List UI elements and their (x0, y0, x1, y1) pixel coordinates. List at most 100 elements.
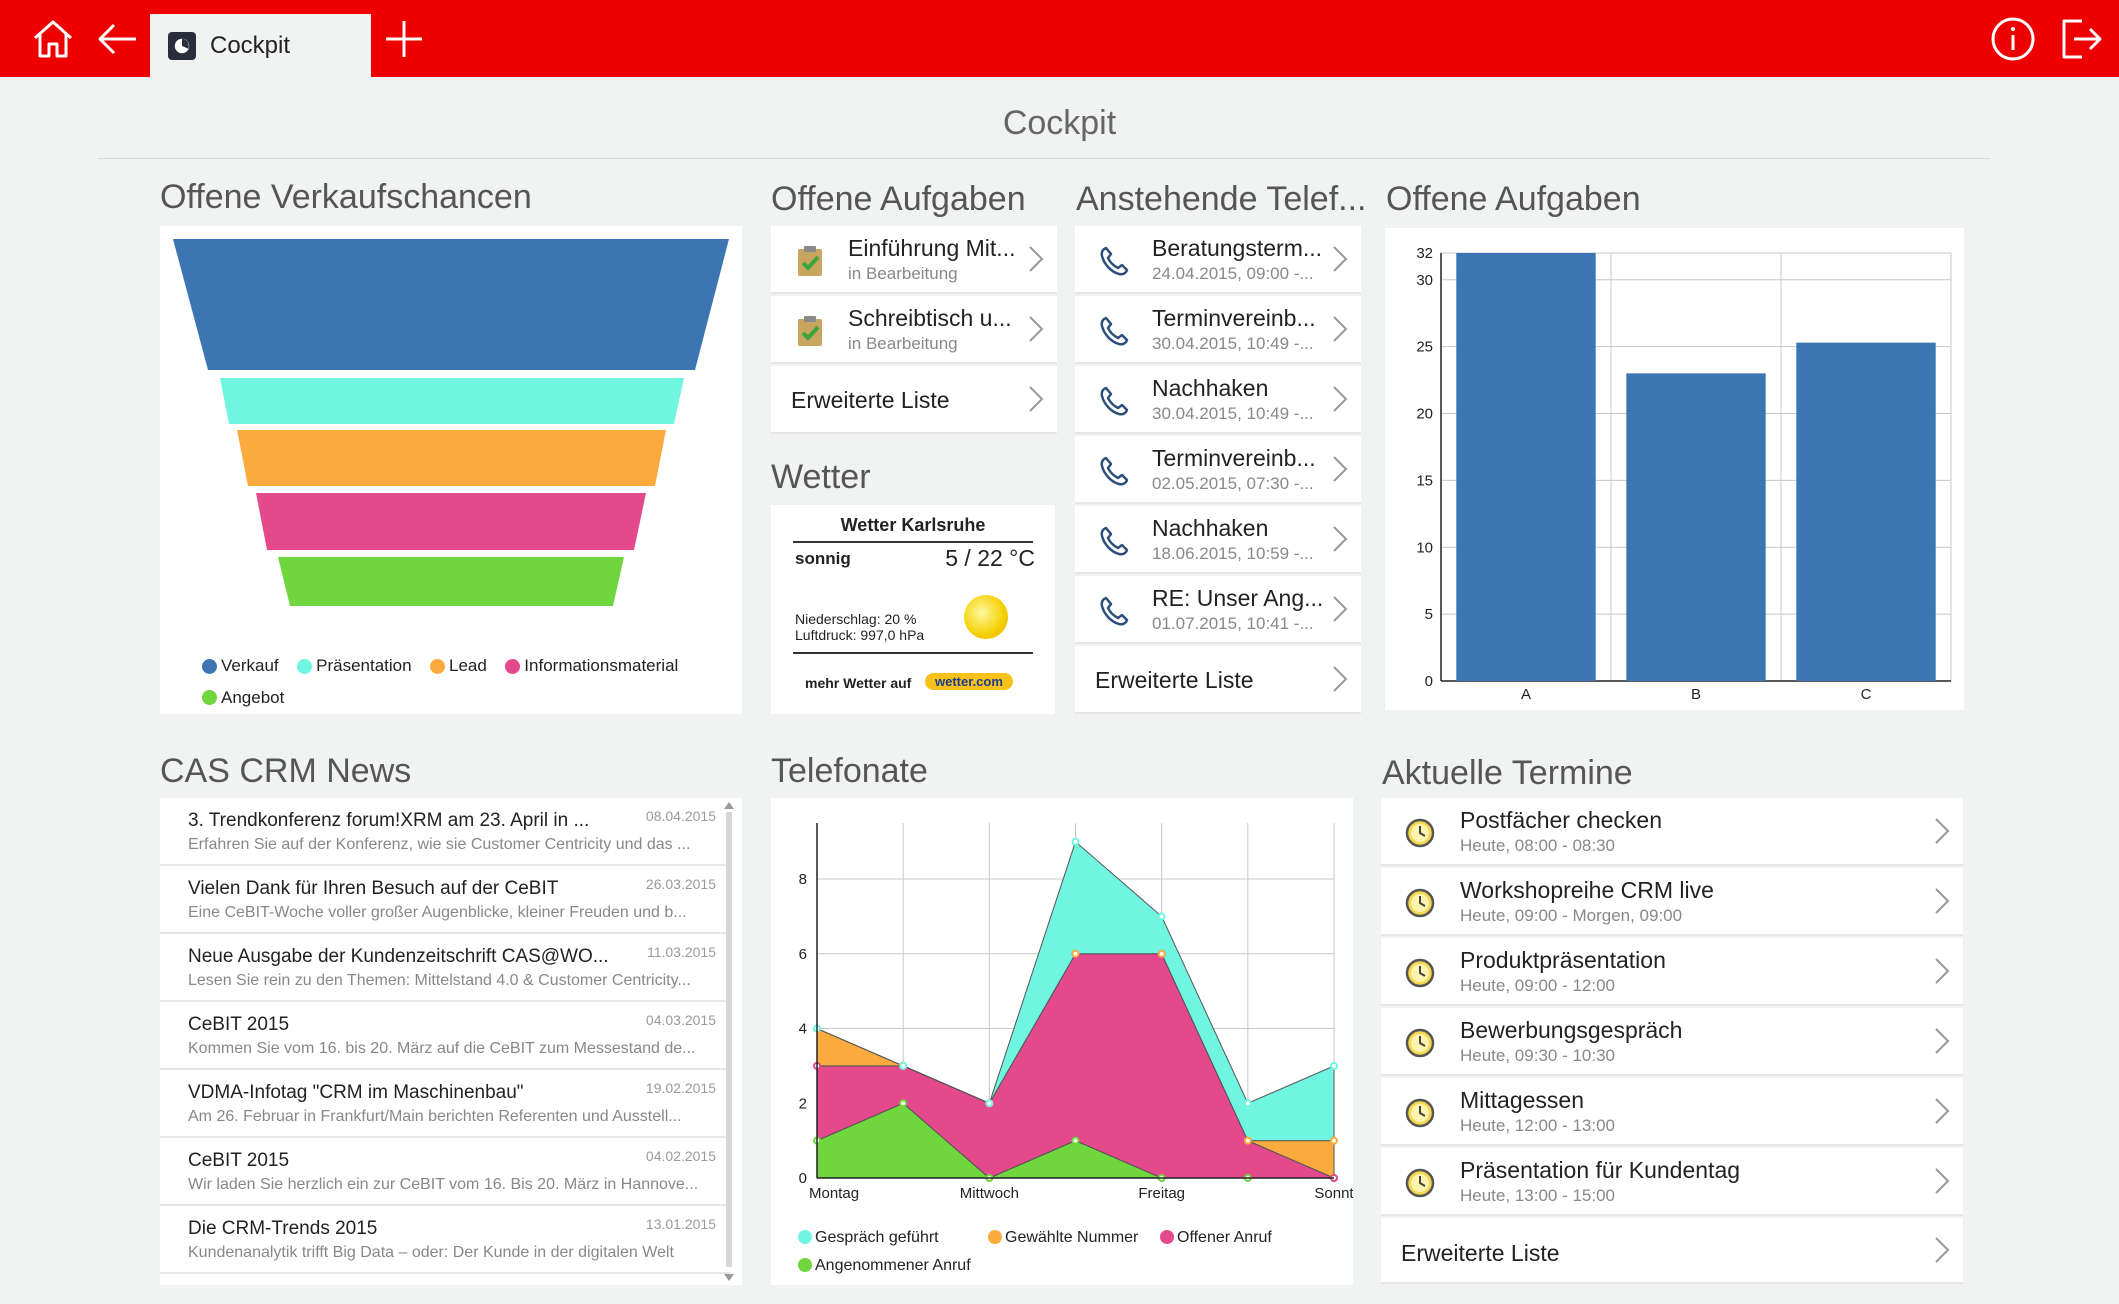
legend-dot (1160, 1230, 1174, 1244)
news-item[interactable]: CeBIT 2015 04.02.2015 Wir laden Sie herzli… (160, 1138, 730, 1206)
chevron-right-icon (1933, 1235, 1951, 1265)
call-item[interactable]: Nachhaken 30.04.2015, 10:49 -... (1075, 366, 1361, 434)
chevron-right-icon (1027, 244, 1045, 274)
info-icon[interactable] (1990, 16, 2036, 62)
cockpit-pie-icon (168, 31, 196, 60)
funnel-level-verkauf (173, 239, 729, 370)
appointment-item[interactable]: Mittagessen Heute, 12:00 - 13:00 (1381, 1078, 1963, 1146)
call-time: 30.04.2015, 10:49 -... (1152, 404, 1314, 423)
appointment-item[interactable]: Postfächer checken Heute, 08:00 - 08:30 (1381, 798, 1963, 866)
call-item[interactable]: Beratungsterm... 24.04.2015, 09:00 -... (1075, 226, 1361, 294)
clock-icon (1405, 958, 1435, 988)
chevron-right-icon (1933, 1026, 1951, 1056)
news-item-title: Neue Ausgabe der Kundenzeitschrift CAS@W… (188, 946, 609, 967)
y-tick-label: 8 (799, 871, 807, 888)
appointment-title: Präsentation für Kundentag (1460, 1157, 1741, 1183)
news-item-title: Die CRM-Trends 2015 (188, 1218, 378, 1239)
phone-icon (1100, 526, 1129, 556)
home-icon[interactable] (30, 16, 76, 62)
news-scrollbar[interactable] (726, 812, 732, 1267)
task-item[interactable]: Schreibtisch u... in Bearbeitung (771, 296, 1057, 364)
news-item[interactable]: VDMA-Infotag "CRM im Maschinenbau" 19.02.… (160, 1070, 730, 1138)
news-item[interactable]: Vielen Dank für Ihren Besuch auf der CeB… (160, 866, 730, 934)
y-tick-label: 32 (1416, 245, 1433, 262)
news-item-date: 04.02.2015 (645, 1148, 716, 1164)
y-tick-label: 5 (1425, 606, 1433, 623)
news-item[interactable]: Neue Ausgabe der Kundenzeitschrift CAS@W… (160, 934, 730, 1002)
call-time: 30.04.2015, 10:49 -... (1152, 334, 1314, 353)
area-series-gespr-ch-gef-hrt (816, 840, 1335, 1142)
appointment-title: Mittagessen (1460, 1087, 1585, 1113)
data-point (1157, 912, 1166, 921)
legend-item: Präsentation (297, 652, 412, 680)
data-point (1157, 949, 1166, 958)
calls-more-link[interactable]: Erweiterte Liste (1075, 646, 1361, 714)
legend-label: Gewählte Nummer (1005, 1229, 1139, 1246)
news-item-text: Wir laden Sie herzlich ein zur CeBIT vom… (188, 1176, 699, 1193)
call-title: Beratungsterm... (1152, 235, 1323, 261)
call-time: 24.04.2015, 09:00 -... (1152, 264, 1314, 283)
legend-item: Verkauf (202, 652, 279, 680)
task-title: Einführung Mit... (848, 235, 1016, 261)
x-tick-label: Montag (809, 1185, 859, 1202)
appointment-time: Heute, 12:00 - 13:00 (1460, 1116, 1616, 1135)
weather-more-text: mehr Wetter auf (805, 675, 912, 691)
data-point (1243, 1136, 1252, 1145)
data-point (1071, 949, 1080, 958)
y-tick-label: 2 (799, 1095, 807, 1112)
calls-area-card: 0 2 4 6 8 Montag Mittwoch Freitag Sonnt Gespräch … (771, 798, 1354, 1285)
chevron-right-icon (1933, 1166, 1951, 1196)
chevron-right-icon (1331, 314, 1349, 344)
task-status: in Bearbeitung (848, 264, 958, 283)
call-item[interactable]: Nachhaken 18.06.2015, 10:59 -... (1075, 506, 1361, 574)
x-tick-label: C (1861, 686, 1872, 703)
data-point (1330, 1136, 1338, 1145)
news-title: CAS CRM News (160, 752, 412, 790)
x-tick-label: A (1521, 686, 1531, 703)
appointment-item[interactable]: Bewerbungsgespräch Heute, 09:30 - 10:30 (1381, 1008, 1963, 1076)
weather-title: Wetter (771, 458, 871, 496)
back-arrow-icon[interactable] (94, 16, 140, 62)
scroll-up-icon[interactable] (724, 802, 734, 809)
news-item[interactable]: CeBIT 2015 04.03.2015 Kommen Sie vom 16. b… (160, 1002, 730, 1070)
weather-pressure: Luftdruck: 997,0 hPa (795, 627, 925, 643)
chevron-right-icon (1933, 886, 1951, 916)
news-item[interactable]: Die CRM-Trends 2015 13.01.2015 Kundenanaly… (160, 1206, 730, 1274)
appointment-item[interactable]: Präsentation für Kundentag Heute, 13:00 -… (1381, 1148, 1963, 1216)
chevron-right-icon (1933, 1096, 1951, 1126)
x-tick-label: Sonnt (1314, 1185, 1353, 1202)
clock-icon (1405, 1168, 1435, 1198)
plus-icon[interactable] (381, 16, 427, 62)
bar-A (1456, 253, 1596, 681)
task-item[interactable]: Einführung Mit... in Bearbeitung (771, 226, 1057, 294)
appointment-item[interactable]: Workshopreihe CRM live Heute, 09:00 - Mor… (1381, 868, 1963, 936)
funnel-level-informationsmaterial (256, 493, 646, 550)
x-tick-label: B (1691, 686, 1701, 703)
legend-dot (798, 1258, 812, 1272)
news-item-date: 26.03.2015 (645, 876, 716, 892)
funnel-level-angebot (278, 557, 624, 606)
wetter-com-link[interactable]: wetter.com (925, 673, 1013, 690)
appointments-more-link[interactable]: Erweiterte Liste (1381, 1218, 1963, 1284)
appointment-item[interactable]: Produktpräsentation Heute, 09:00 - 12:00 (1381, 938, 1963, 1006)
tasks-more-label: Erweiterte Liste (791, 387, 950, 413)
call-item[interactable]: Terminvereinb... 30.04.2015, 10:49 -... (1075, 296, 1361, 364)
news-card: 3. Trendkonferenz forum!XRM am 23. April… (160, 798, 742, 1285)
tasks-more-link[interactable]: Erweiterte Liste (771, 366, 1057, 434)
legend-dot (988, 1230, 1002, 1244)
data-point (899, 1061, 908, 1070)
call-item[interactable]: Terminvereinb... 02.05.2015, 07:30 -... (1075, 436, 1361, 504)
tab-cockpit[interactable]: Cockpit (150, 14, 371, 77)
tasks-title: Offene Aufgaben (771, 180, 1026, 218)
logout-icon[interactable] (2058, 16, 2104, 62)
news-item-text: Erfahren Sie auf der Konferenz, wie sie … (188, 836, 691, 853)
legend-item: Informationsmaterial (505, 652, 678, 680)
calls-chart-title: Telefonate (771, 752, 928, 790)
appointment-time: Heute, 09:00 - 12:00 (1460, 976, 1616, 995)
scroll-down-icon[interactable] (724, 1274, 734, 1281)
data-point (1071, 1136, 1080, 1145)
call-item[interactable]: RE: Unser Ang... 01.07.2015, 10:41 -... (1075, 576, 1361, 644)
funnel-title: Offene Verkaufschancen (160, 178, 532, 216)
news-item[interactable]: 3. Trendkonferenz forum!XRM am 23. April… (160, 798, 730, 866)
appointments-list: Postfächer checken Heute, 08:00 - 08:30 Wo… (1381, 798, 1963, 1284)
